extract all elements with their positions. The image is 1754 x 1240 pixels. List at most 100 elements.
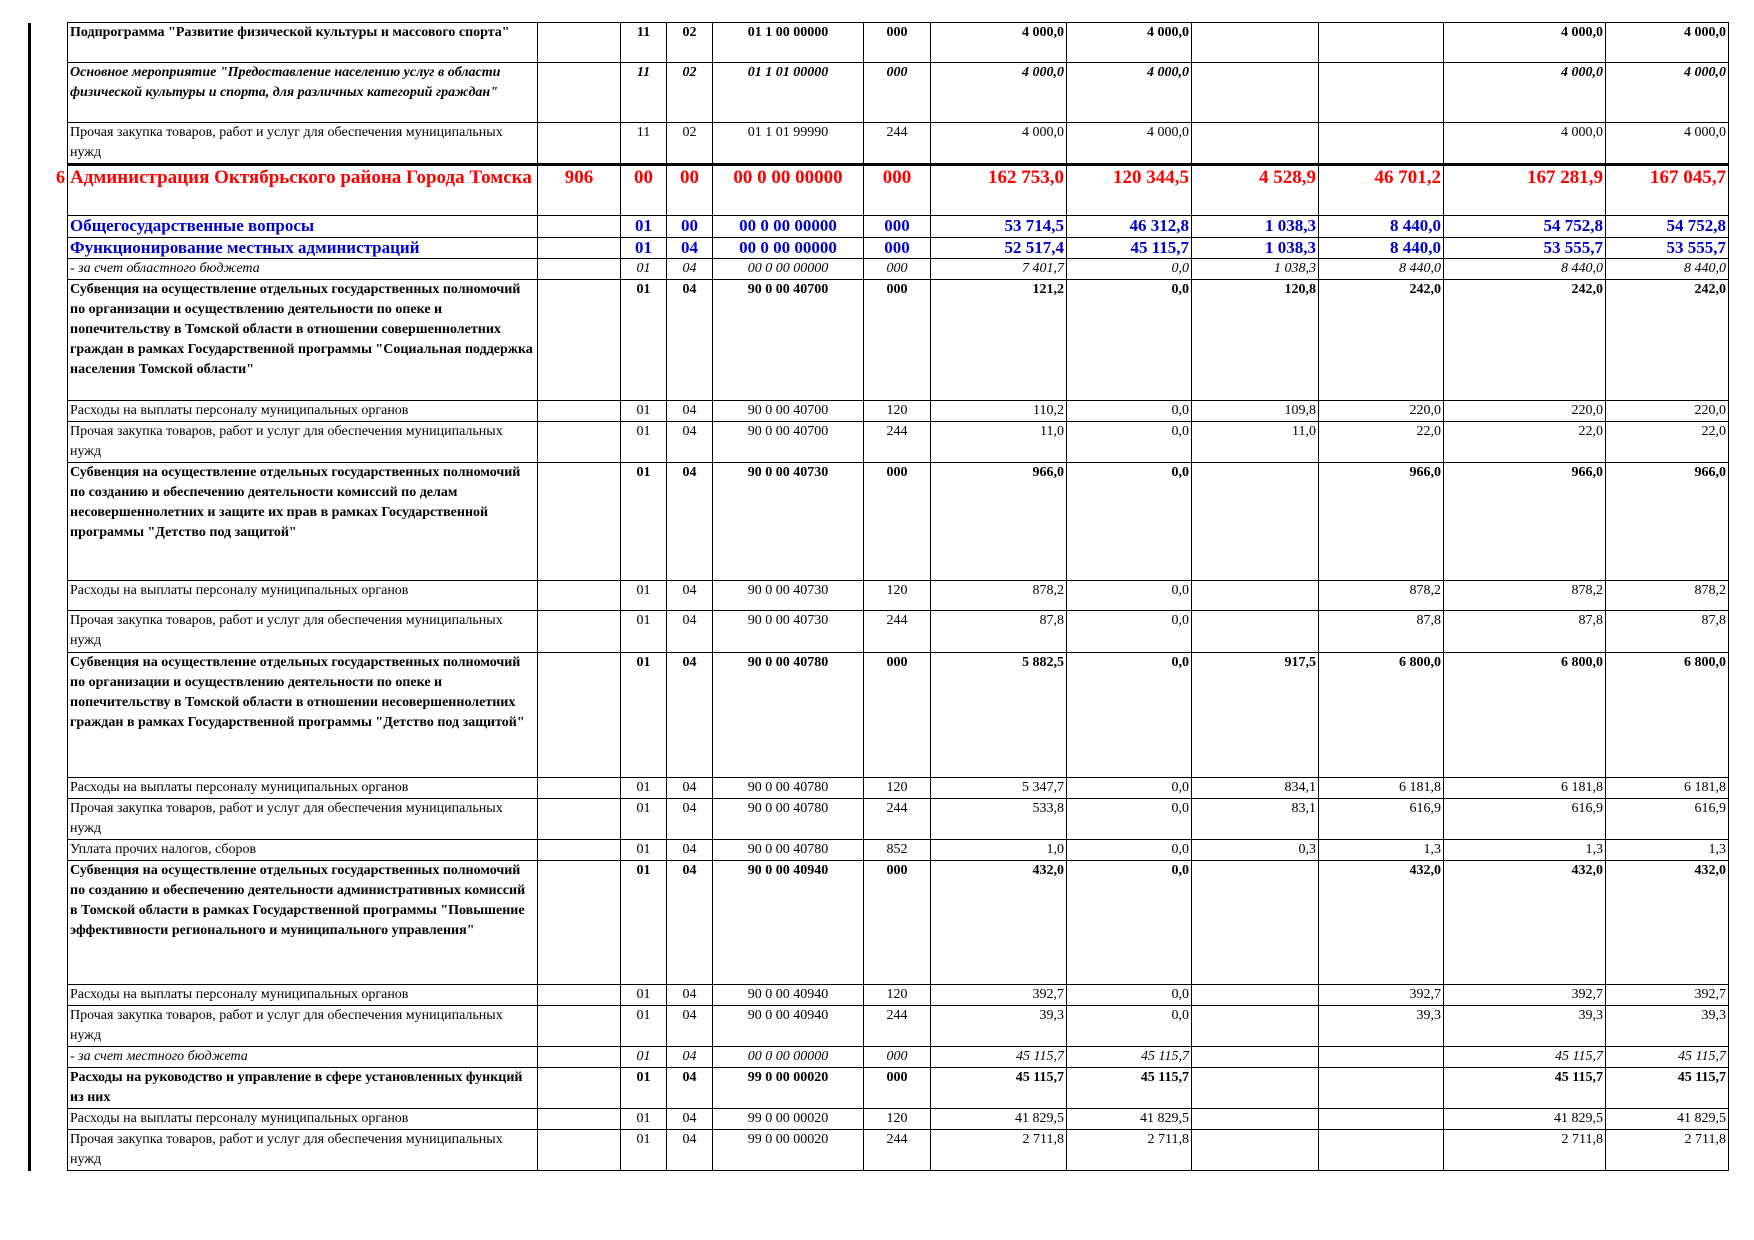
row-name: Расходы на выплаты персоналу муниципальн… bbox=[67, 777, 538, 799]
target-article-code: 90 0 00 40940 bbox=[712, 984, 864, 1006]
expense-type-code: 000 bbox=[863, 163, 931, 216]
grbs-code bbox=[537, 860, 621, 985]
amount-1: 5 882,5 bbox=[930, 652, 1067, 778]
amount-1: 533,8 bbox=[930, 798, 1067, 840]
row-number bbox=[28, 400, 68, 422]
amount-2: 0,0 bbox=[1066, 400, 1192, 422]
subsection-code: 04 bbox=[666, 1129, 713, 1171]
table-row: Субвенция на осуществление отдельных гос… bbox=[28, 279, 1729, 401]
row-name: Расходы на руководство и управление в сф… bbox=[67, 1067, 538, 1109]
table-row: Субвенция на осуществление отдельных гос… bbox=[28, 652, 1729, 778]
row-number bbox=[28, 652, 68, 778]
amount-5: 242,0 bbox=[1443, 279, 1606, 401]
amount-1: 45 115,7 bbox=[930, 1046, 1067, 1068]
amount-5: 878,2 bbox=[1443, 580, 1606, 611]
amount-3 bbox=[1191, 22, 1319, 63]
row-number bbox=[28, 777, 68, 799]
expense-type-code: 120 bbox=[863, 580, 931, 611]
amount-2: 0,0 bbox=[1066, 839, 1192, 861]
grbs-code bbox=[537, 839, 621, 861]
target-article-code: 99 0 00 00020 bbox=[712, 1067, 864, 1109]
amount-4: 242,0 bbox=[1318, 279, 1444, 401]
amount-5: 39,3 bbox=[1443, 1005, 1606, 1047]
amount-5: 6 800,0 bbox=[1443, 652, 1606, 778]
subsection-code: 04 bbox=[666, 1046, 713, 1068]
amount-3: 11,0 bbox=[1191, 421, 1319, 463]
target-article-code: 99 0 00 00020 bbox=[712, 1129, 864, 1171]
amount-4: 432,0 bbox=[1318, 860, 1444, 985]
amount-3 bbox=[1191, 1108, 1319, 1130]
amount-3: 109,8 bbox=[1191, 400, 1319, 422]
subsection-code: 04 bbox=[666, 610, 713, 653]
expense-type-code: 120 bbox=[863, 1108, 931, 1130]
amount-6: 167 045,7 bbox=[1605, 163, 1729, 216]
amount-3: 120,8 bbox=[1191, 279, 1319, 401]
amount-2: 46 312,8 bbox=[1066, 215, 1192, 238]
amount-3 bbox=[1191, 122, 1319, 165]
amount-5: 167 281,9 bbox=[1443, 163, 1606, 216]
amount-3: 4 528,9 bbox=[1191, 163, 1319, 216]
amount-5: 22,0 bbox=[1443, 421, 1606, 463]
amount-6: 8 440,0 bbox=[1605, 258, 1729, 280]
amount-1: 52 517,4 bbox=[930, 237, 1067, 259]
amount-3 bbox=[1191, 580, 1319, 611]
grbs-code bbox=[537, 400, 621, 422]
amount-4: 39,3 bbox=[1318, 1005, 1444, 1047]
row-name: Расходы на выплаты персоналу муниципальн… bbox=[67, 580, 538, 611]
amount-3 bbox=[1191, 1046, 1319, 1068]
amount-6: 54 752,8 bbox=[1605, 215, 1729, 238]
table-row: Расходы на выплаты персоналу муниципальн… bbox=[28, 400, 1729, 422]
table-row: Функционирование местных администраций 01… bbox=[28, 237, 1729, 259]
amount-1: 392,7 bbox=[930, 984, 1067, 1006]
amount-2: 0,0 bbox=[1066, 798, 1192, 840]
amount-5: 616,9 bbox=[1443, 798, 1606, 840]
section-code: 01 bbox=[620, 1108, 667, 1130]
amount-2: 4 000,0 bbox=[1066, 122, 1192, 165]
subsection-code: 04 bbox=[666, 462, 713, 581]
section-code: 11 bbox=[620, 62, 667, 123]
row-name: Расходы на выплаты персоналу муниципальн… bbox=[67, 400, 538, 422]
subsection-code: 04 bbox=[666, 258, 713, 280]
amount-4: 46 701,2 bbox=[1318, 163, 1444, 216]
amount-4 bbox=[1318, 22, 1444, 63]
amount-6: 2 711,8 bbox=[1605, 1129, 1729, 1171]
amount-6: 6 181,8 bbox=[1605, 777, 1729, 799]
budget-table: Подпрограмма "Развитие физической культу… bbox=[28, 22, 1729, 1171]
amount-6: 616,9 bbox=[1605, 798, 1729, 840]
amount-6: 4 000,0 bbox=[1605, 22, 1729, 63]
amount-2: 45 115,7 bbox=[1066, 1067, 1192, 1109]
target-article-code: 90 0 00 40940 bbox=[712, 1005, 864, 1047]
target-article-code: 90 0 00 40730 bbox=[712, 580, 864, 611]
grbs-code bbox=[537, 462, 621, 581]
row-name: - за счет местного бюджета bbox=[67, 1046, 538, 1068]
target-article-code: 00 0 00 00000 bbox=[712, 237, 864, 259]
row-name: Прочая закупка товаров, работ и услуг дл… bbox=[67, 1005, 538, 1047]
row-number bbox=[28, 258, 68, 280]
table-row: Прочая закупка товаров, работ и услуг дл… bbox=[28, 421, 1729, 463]
amount-1: 5 347,7 bbox=[930, 777, 1067, 799]
expense-type-code: 000 bbox=[863, 860, 931, 985]
row-number bbox=[28, 1005, 68, 1047]
amount-3 bbox=[1191, 1129, 1319, 1171]
section-code: 01 bbox=[620, 400, 667, 422]
section-code: 01 bbox=[620, 798, 667, 840]
amount-6: 45 115,7 bbox=[1605, 1067, 1729, 1109]
row-number bbox=[28, 839, 68, 861]
target-article-code: 90 0 00 40700 bbox=[712, 400, 864, 422]
amount-5: 2 711,8 bbox=[1443, 1129, 1606, 1171]
grbs-code bbox=[537, 258, 621, 280]
amount-6: 432,0 bbox=[1605, 860, 1729, 985]
amount-4: 6 800,0 bbox=[1318, 652, 1444, 778]
section-code: 01 bbox=[620, 984, 667, 1006]
grbs-code bbox=[537, 1005, 621, 1047]
target-article-code: 90 0 00 40730 bbox=[712, 462, 864, 581]
row-number bbox=[28, 421, 68, 463]
amount-6: 22,0 bbox=[1605, 421, 1729, 463]
subsection-code: 04 bbox=[666, 860, 713, 985]
grbs-code bbox=[537, 1046, 621, 1068]
target-article-code: 01 1 01 99990 bbox=[712, 122, 864, 165]
table-row: Субвенция на осуществление отдельных гос… bbox=[28, 462, 1729, 581]
amount-5: 45 115,7 bbox=[1443, 1067, 1606, 1109]
subsection-code: 00 bbox=[666, 163, 713, 216]
amount-6: 41 829,5 bbox=[1605, 1108, 1729, 1130]
